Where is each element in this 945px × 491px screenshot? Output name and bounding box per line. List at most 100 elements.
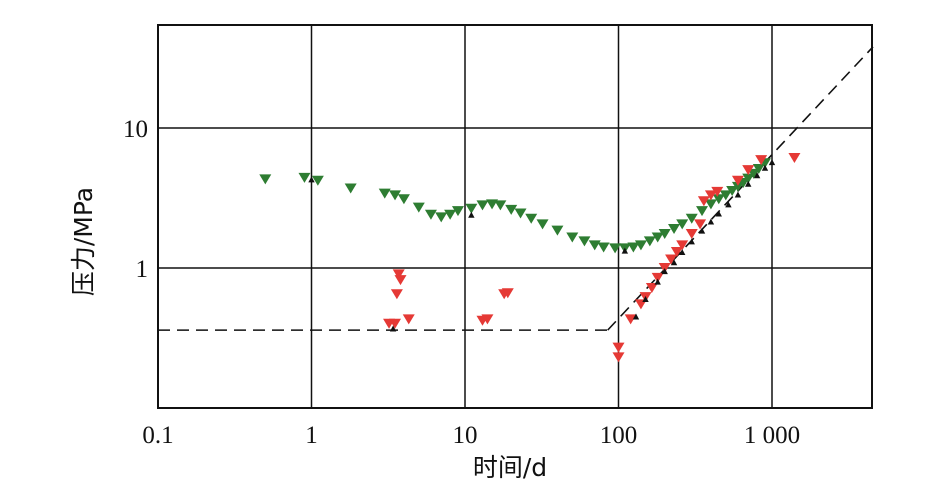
data-point-series-2 <box>651 272 664 283</box>
data-point-series-1 <box>719 190 732 201</box>
data-point-series-1 <box>597 242 610 253</box>
data-point-series-2 <box>392 269 405 280</box>
data-point-series-1 <box>685 213 698 224</box>
data-point-series-1 <box>704 199 717 210</box>
data-point-series-3 <box>670 259 678 266</box>
data-point-series-3 <box>768 159 776 166</box>
data-point-series-2 <box>731 175 744 186</box>
x-axis-label: 时间/d <box>473 453 547 482</box>
data-point-series-1 <box>514 208 527 219</box>
data-point-series-1 <box>505 204 518 215</box>
data-point-series-3 <box>642 296 649 303</box>
x-tick-label: 0.1 <box>142 422 173 449</box>
y-tick-label: 10 <box>123 116 148 143</box>
data-point-series-1 <box>494 200 507 211</box>
y-tick-labels: 1 10 100 <box>111 0 149 283</box>
data-point-series-1 <box>476 200 489 211</box>
data-point-series-1 <box>712 194 725 205</box>
data-point-series-2 <box>742 165 755 176</box>
data-point-series-2 <box>612 352 625 363</box>
data-point-series-1 <box>752 163 765 174</box>
data-point-series-1 <box>536 219 549 230</box>
data-point-series-3 <box>678 249 686 256</box>
data-point-series-3 <box>745 180 752 187</box>
reference-line <box>607 46 874 331</box>
data-point-series-1 <box>465 203 478 214</box>
data-point-series-2 <box>394 275 407 286</box>
data-point-series-1 <box>651 232 664 243</box>
x-tick-labels: 0.1 1 10 100 1 000 <box>142 422 800 449</box>
data-point-series-2 <box>704 190 717 201</box>
y-axis-label: 压力/MPa <box>69 187 98 296</box>
data-point-series-1 <box>412 202 425 213</box>
data-point-series-1 <box>566 232 579 243</box>
data-point-series-1 <box>424 209 437 220</box>
data-point-series-3 <box>468 211 475 218</box>
data-point-series-1 <box>397 194 410 205</box>
data-point-series-1 <box>747 168 760 179</box>
data-point-series-3 <box>698 227 706 234</box>
data-point-series-3 <box>389 325 397 332</box>
data-point-series-1 <box>298 172 311 183</box>
data-point-series-1 <box>676 219 689 230</box>
data-point-series-3 <box>753 172 761 179</box>
data-point-series-2 <box>665 254 678 265</box>
data-point-series-2 <box>788 153 801 164</box>
data-point-series-3 <box>734 191 742 198</box>
data-point-series-2 <box>390 289 403 300</box>
data-point-series-1 <box>551 225 564 236</box>
data-point-series-1 <box>525 213 538 224</box>
data-point-series-1 <box>742 173 755 184</box>
x-tick-label: 1 <box>305 422 318 449</box>
data-point-series-1 <box>389 190 402 201</box>
plot-frame <box>157 24 873 409</box>
data-point-series-2 <box>624 314 637 325</box>
data-point-series-3 <box>632 313 640 320</box>
data-point-series-1 <box>451 206 464 217</box>
data-point-series-1 <box>634 240 647 251</box>
grid <box>158 25 872 408</box>
data-point-series-1 <box>588 240 601 251</box>
data-point-series-2 <box>755 155 768 166</box>
data-point-series-1 <box>658 228 671 239</box>
data-point-series-1 <box>696 206 709 217</box>
data-point-series-3 <box>654 278 661 285</box>
data-point-series-1 <box>486 199 499 210</box>
data-point-series-2 <box>676 240 689 251</box>
x-tick-label: 1 000 <box>744 422 800 449</box>
data-point-series-2 <box>402 314 415 325</box>
data-point-series-2 <box>389 318 402 329</box>
data-point-series-3 <box>688 238 695 245</box>
data-point-series-3 <box>725 201 732 208</box>
data-point-series-1 <box>435 212 448 223</box>
data-point-series-1 <box>444 209 457 220</box>
data-point-series-1 <box>731 181 744 192</box>
data-point-series-1 <box>726 185 739 196</box>
data-point-series-1 <box>609 243 622 254</box>
data-point-series-3 <box>715 210 722 217</box>
data-point-series-3 <box>661 268 668 275</box>
data-point-series-2 <box>658 263 671 273</box>
data-point-series-2 <box>645 282 658 293</box>
data-point-series-2 <box>694 219 707 230</box>
data-point-series-3 <box>621 247 629 254</box>
data-points <box>259 153 801 363</box>
data-point-series-2 <box>670 247 683 258</box>
data-point-series-3 <box>761 164 769 171</box>
data-point-series-2 <box>481 314 494 325</box>
x-tick-label: 100 <box>600 422 638 449</box>
reference-lines <box>158 46 874 331</box>
data-point-series-2 <box>501 288 514 299</box>
data-point-series-2 <box>612 342 625 353</box>
data-point-series-1 <box>259 174 272 185</box>
data-point-series-1 <box>311 175 324 186</box>
x-tick-label: 10 <box>453 422 478 449</box>
data-point-series-1 <box>578 236 591 247</box>
data-point-series-1 <box>627 242 640 253</box>
data-point-series-3 <box>308 176 315 183</box>
y-tick-label: 1 <box>136 256 149 283</box>
data-point-series-1 <box>668 223 681 234</box>
data-point-series-2 <box>711 186 724 197</box>
